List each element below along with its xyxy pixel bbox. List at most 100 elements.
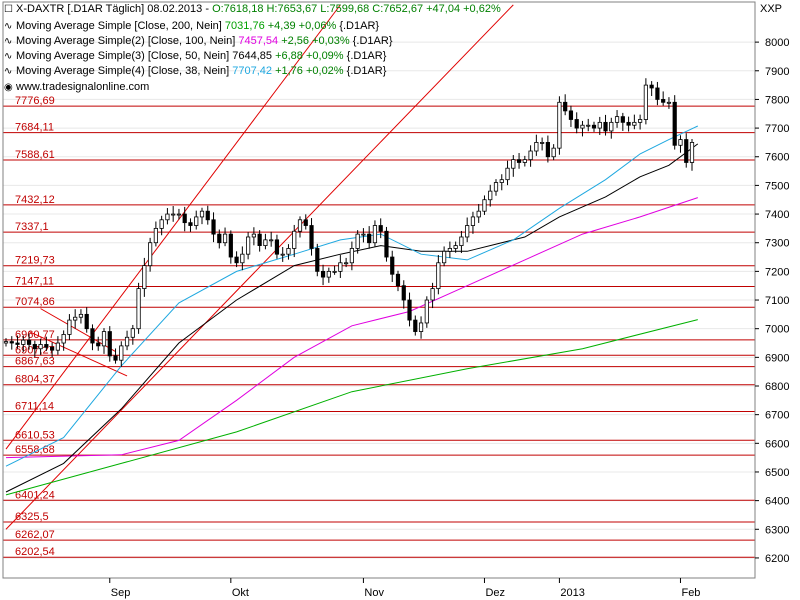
candle-body — [165, 213, 170, 221]
candle-body — [205, 210, 210, 221]
candle-body — [159, 219, 164, 229]
y-tick-label: 7500 — [765, 180, 789, 192]
candle-body — [90, 328, 95, 344]
candle-body — [44, 344, 49, 348]
candle-body — [586, 124, 591, 127]
indicator-suffix: {.D1AR} — [346, 65, 387, 77]
candle-body — [257, 233, 262, 246]
trend-line — [28, 331, 128, 377]
x-tick-label: Okt — [232, 587, 249, 599]
candle — [442, 246, 447, 267]
candle — [21, 335, 26, 352]
candle-body — [384, 230, 389, 258]
title-text: X-DAXTR [.D1AR Täglich] 08.02.2013 - — [16, 3, 213, 15]
y-tick-label: 6800 — [765, 381, 789, 393]
candle-body — [407, 299, 412, 321]
candle-body — [470, 216, 476, 226]
candle-body — [246, 236, 251, 255]
indicator-suffix: {.D1AR} — [346, 50, 387, 62]
candle-body — [15, 342, 20, 345]
candle-body — [292, 230, 297, 249]
candle — [292, 224, 297, 258]
candle — [67, 314, 72, 340]
candle-body — [50, 346, 55, 351]
candle-body — [649, 84, 654, 89]
plot-frame — [2, 1, 756, 579]
candle-body — [130, 328, 135, 338]
candle — [90, 324, 95, 351]
candle — [165, 208, 170, 225]
candle-body — [211, 219, 216, 235]
candle — [73, 309, 78, 329]
candle — [684, 133, 689, 168]
y-tick-label: 7100 — [765, 295, 789, 307]
candle-body — [21, 339, 26, 345]
source-row: ◉ www.tradesignalonline.com — [4, 81, 149, 94]
candle-body — [534, 142, 539, 152]
candle-body — [67, 319, 72, 335]
level-label: 6804,37 — [15, 374, 55, 386]
candle-body — [101, 331, 107, 347]
level-label: 7684,11 — [15, 122, 54, 134]
candle — [586, 118, 591, 132]
candle — [614, 110, 620, 128]
candle — [3, 338, 9, 347]
indicator-change: +4,39 +0,06% — [267, 20, 340, 32]
candle-body — [528, 150, 533, 161]
candle-body — [614, 116, 620, 123]
candle-body — [632, 121, 637, 126]
candle-body — [684, 139, 689, 163]
globe-icon: ◉ — [4, 82, 13, 93]
indicator-icon: ∿ — [4, 36, 13, 47]
candle — [367, 226, 372, 249]
candle — [61, 330, 66, 351]
level-label: 7432,12 — [15, 194, 55, 206]
candle — [303, 214, 308, 230]
x-tick-label: 2013 — [560, 587, 584, 599]
candle-body — [689, 142, 695, 163]
candle — [274, 234, 280, 259]
chart-type-icon: ☐ — [4, 4, 13, 15]
moving-averages — [5, 125, 699, 496]
candle-body — [580, 124, 585, 129]
level-label: 7219,73 — [15, 255, 55, 267]
level-label: 6867,63 — [15, 356, 55, 368]
level-label: 6558,68 — [15, 444, 55, 456]
candle — [194, 210, 199, 230]
candle — [574, 112, 579, 134]
indicator-icon: ∿ — [4, 66, 13, 77]
moving-average-50 — [5, 143, 699, 493]
candle-body — [442, 250, 447, 264]
level-label: 6325,5 — [15, 511, 49, 523]
candle — [349, 241, 354, 271]
candle-body — [153, 227, 158, 244]
candle — [430, 282, 435, 309]
candle-body — [603, 121, 608, 132]
candle-body — [32, 344, 37, 350]
candle — [246, 232, 251, 260]
candle — [568, 105, 574, 127]
candle — [522, 155, 527, 167]
indicator-row: ∿ Moving Average Simple(4) [Close, 38, Ne… — [4, 65, 386, 78]
candle-body — [176, 213, 182, 216]
y-axis: 6200 6300 6400 6500 6600 6700 6800 6900 7000 7100… — [2, 1, 789, 579]
candlesticks — [3, 78, 695, 367]
candle — [159, 215, 164, 236]
candle — [453, 241, 458, 253]
candle — [465, 217, 470, 243]
candle — [638, 114, 643, 130]
candle-body — [38, 344, 43, 350]
candle-body — [493, 182, 499, 192]
candle-body — [401, 285, 406, 301]
title-row: ☐ X-DAXTR [.D1AR Täglich] 08.02.2013 - O:… — [4, 3, 501, 16]
candle-body — [459, 236, 464, 246]
moving-average-100 — [5, 197, 698, 459]
indicator-row: ∿ Moving Average Simple(3) [Close, 50, Ne… — [4, 50, 386, 63]
candle — [222, 227, 228, 247]
candle-body — [194, 216, 199, 226]
indicator-suffix: {.D1AR} — [352, 35, 393, 47]
candle-body — [26, 339, 32, 345]
symbol-label: XXP — [759, 3, 782, 15]
candle-body — [672, 101, 677, 146]
